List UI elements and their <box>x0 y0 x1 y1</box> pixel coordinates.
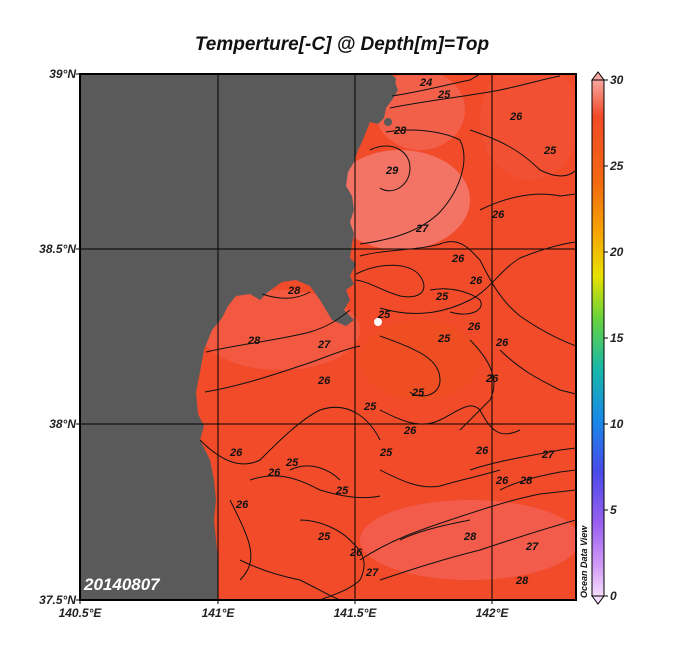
colorbar-tick-label: 30 <box>610 73 624 87</box>
watermark-text: Ocean Data View <box>579 525 589 598</box>
contour-label: 25 <box>437 89 451 101</box>
contour-label: 26 <box>267 467 281 479</box>
contour-label: 26 <box>475 445 489 457</box>
contour-label: 25 <box>435 291 449 303</box>
contour-label: 27 <box>317 339 331 351</box>
colorbar-tick-label: 10 <box>610 417 624 431</box>
contour-label: 25 <box>379 447 393 459</box>
contour-label: 28 <box>393 125 407 137</box>
contour-label: 27 <box>365 567 379 579</box>
contour-label: 29 <box>385 165 399 177</box>
contour-label: 28 <box>515 575 529 587</box>
lon-label: 141.5°E <box>333 606 377 620</box>
lat-label: 37.5°N <box>39 593 76 607</box>
contour-label: 26 <box>403 425 417 437</box>
contour-label: 25 <box>317 531 331 543</box>
contour-label: 26 <box>491 209 505 221</box>
colorbar-tick-label: 15 <box>610 331 624 345</box>
contour-label: 26 <box>495 475 509 487</box>
contour-label: 25 <box>363 401 377 413</box>
lat-label: 38.5°N <box>39 242 76 256</box>
contour-label: 26 <box>485 373 499 385</box>
lon-label: 142°E <box>475 606 509 620</box>
contour-label: 25 <box>543 145 557 157</box>
contour-lines <box>199 74 576 600</box>
contour-label: 26 <box>349 547 363 559</box>
colorbar-tick-label: 0 <box>610 589 617 603</box>
colorbar-tick-label: 5 <box>610 503 617 517</box>
contour-label: 26 <box>229 447 243 459</box>
contour-label: 28 <box>463 531 477 543</box>
contour-label: 24 <box>419 77 432 89</box>
contour-label: 26 <box>495 337 509 349</box>
land-mass <box>80 74 398 600</box>
colorbar-tick-label: 20 <box>610 245 624 259</box>
date-stamp: 20140807 <box>83 575 161 594</box>
contour-label: 25 <box>335 485 349 497</box>
contour-label: 28 <box>247 335 261 347</box>
contour-label: 26 <box>451 253 465 265</box>
grid-lines <box>80 74 576 600</box>
lat-label: 38°N <box>49 417 76 431</box>
colorbar-tick-label: 25 <box>610 159 624 173</box>
contour-label: 26 <box>469 275 483 287</box>
contour-label: 26 <box>467 321 481 333</box>
lat-label: 39°N <box>49 67 76 81</box>
contour-label: 28 <box>519 475 533 487</box>
contour-label: 25 <box>285 457 299 469</box>
contour-label: 25 <box>377 309 391 321</box>
contour-label: 28 <box>287 285 301 297</box>
contour-label: 27 <box>541 449 555 461</box>
contour-labels: 24 25 26 25 28 29 27 26 26 28 27 25 25 2… <box>229 77 557 587</box>
contour-label: 27 <box>525 541 539 553</box>
map-frame <box>79 73 577 601</box>
contour-label: 25 <box>411 387 425 399</box>
contour-label: 27 <box>415 223 429 235</box>
map-title: Temperture[-C] @ Depth[m]=Top <box>194 34 490 55</box>
lon-label: 140.5°E <box>58 606 102 620</box>
contour-label: 26 <box>317 375 331 387</box>
contour-label: 26 <box>509 111 523 123</box>
contour-label: 26 <box>235 499 249 511</box>
contour-label: 25 <box>437 333 451 345</box>
lon-label: 141°E <box>201 606 235 620</box>
colorbar <box>591 71 608 605</box>
